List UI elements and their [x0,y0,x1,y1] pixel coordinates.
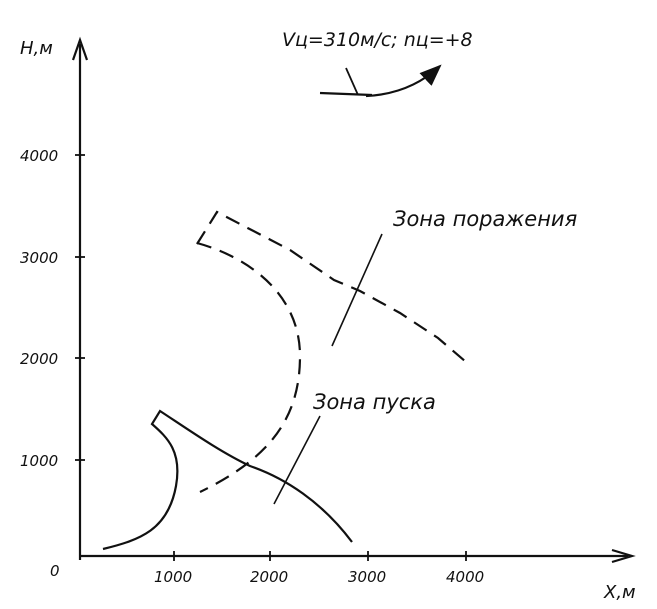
y-axis-ticks [75,154,85,461]
defeat-zone-label: Зона поражения [393,207,577,231]
defeat-zone-boundary [196,210,467,363]
x-axis-ticks [173,551,467,561]
defeat-zone-leader-line [331,233,383,347]
y-tick-label: 1000 [20,452,58,470]
launch-zone-outer-boundary [102,409,353,551]
x-axis-label: X,м [603,582,636,603]
y-axis-label: H,м [20,38,53,59]
y-tick-label: 3000 [20,249,58,267]
launch-zone-leader-line [273,415,321,505]
launch-zone-label: Зона пуска [313,390,436,414]
y-tick-label: 4000 [20,147,58,165]
x-tick-label: 1000 [154,568,192,586]
target-marker-line [345,67,359,96]
x-tick-label: 2000 [250,568,288,586]
target-parameters-formula: Vц=310м/с; nц=+8 [282,29,473,51]
target-track-line [319,91,373,97]
target-direction-arrow-icon [365,64,442,98]
x-axis-arrow-icon [611,548,636,564]
x-tick-label: 3000 [348,568,386,586]
y-tick-label: 2000 [20,350,58,368]
x-tick-label: 4000 [446,568,484,586]
origin-label: 0 [50,562,60,580]
defeat-zone-inner-boundary [196,241,302,493]
y-axis-arrow-icon [71,36,89,61]
